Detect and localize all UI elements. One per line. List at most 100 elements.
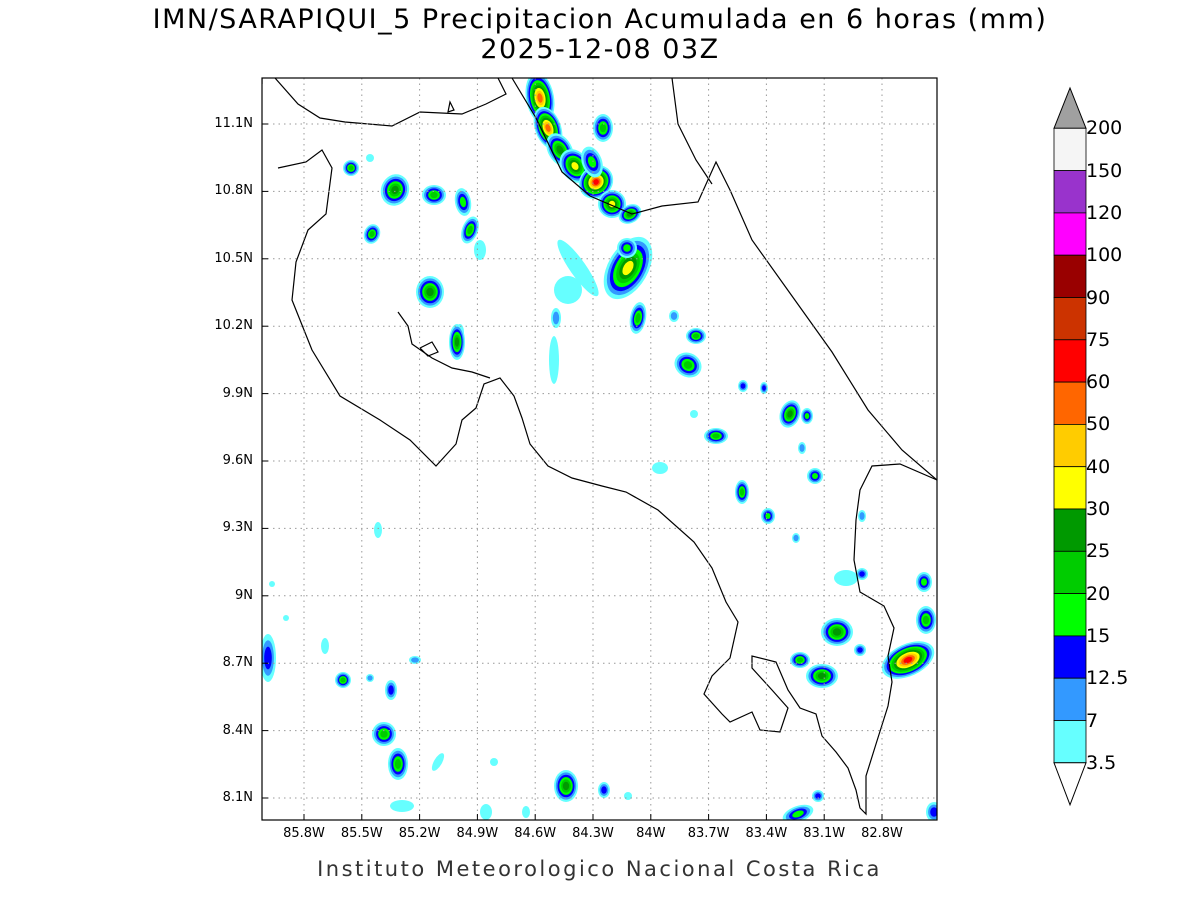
lat-tick-label: 9.6N — [222, 453, 253, 468]
precip-contour — [792, 810, 804, 818]
precip-contour — [562, 781, 570, 791]
legend-value-label: 20 — [1086, 582, 1111, 605]
lon-tick-label: 83.4W — [745, 826, 788, 841]
precip-contour — [804, 413, 810, 419]
precip-contour — [430, 191, 438, 199]
coastline-layer — [262, 78, 937, 816]
precip-contour — [537, 93, 543, 103]
legend-value-label: 100 — [1086, 244, 1123, 267]
map-grid — [262, 78, 937, 820]
precip-contour — [930, 807, 937, 817]
axis-ticks — [262, 123, 883, 820]
legend-swatch — [1053, 127, 1087, 171]
precip-cell-light — [557, 239, 599, 297]
lake-island — [447, 100, 455, 113]
precip-contour — [635, 313, 641, 323]
precip-cell-light — [522, 806, 530, 818]
precip-contour — [859, 571, 865, 577]
lat-tick-label: 8.1N — [222, 790, 253, 805]
precip-cell-light — [490, 758, 498, 766]
legend-swatch — [1053, 466, 1087, 510]
legend-swatch — [1053, 635, 1087, 679]
legend-swatch — [1053, 593, 1087, 637]
precip-contour — [545, 124, 551, 132]
precip-contour — [411, 657, 419, 663]
precip-contour — [903, 656, 913, 664]
lat-tick-label: 10.5N — [214, 250, 253, 266]
precip-cell-light — [554, 276, 582, 304]
precip-cell-light — [390, 800, 414, 812]
precip-contour — [467, 225, 473, 235]
legend-swatch — [1053, 297, 1087, 341]
precip-contour — [391, 185, 399, 195]
precip-contour — [832, 628, 842, 636]
lat-tick-label: 10.8N — [214, 183, 253, 199]
precip-cell-light — [374, 522, 382, 538]
lat-tick-label: 9.9N — [222, 385, 253, 401]
lat-tick-label: 10.2N — [214, 318, 253, 334]
legend-value-label: 75 — [1086, 328, 1111, 351]
legend-value-label: 60 — [1086, 371, 1111, 394]
precip-cell-light — [624, 792, 632, 800]
precip-cell-light — [690, 410, 698, 418]
legend-under-arrow — [1053, 762, 1087, 807]
precip-contour — [426, 287, 434, 297]
precip-contour — [593, 179, 599, 185]
lon-tick-label: 85.5W — [340, 826, 383, 841]
precip-contour — [799, 444, 805, 452]
map-frame — [261, 77, 938, 821]
precip-contour — [683, 361, 693, 369]
legend-value-label: 25 — [1086, 540, 1111, 563]
lon-tick-label: 84.9W — [456, 826, 499, 841]
precip-contour — [388, 685, 394, 695]
precip-contour — [587, 156, 597, 168]
lat-tick-label: 8.7N — [222, 655, 253, 671]
precip-contour — [348, 165, 354, 171]
legend-value-label: 90 — [1086, 286, 1111, 309]
precip-cell-light — [652, 462, 668, 474]
legend-value-label: 40 — [1086, 455, 1111, 478]
nicaragua-caribbean-coast — [671, 78, 713, 185]
legend-value-label: 7 — [1086, 709, 1099, 732]
precip-contour — [571, 162, 579, 170]
legend-value-label: 120 — [1086, 201, 1123, 224]
legend-over-arrow — [1053, 86, 1087, 129]
precipitation-layer — [262, 78, 937, 820]
lon-tick-label: 84W — [636, 826, 666, 841]
precip-contour — [394, 759, 402, 769]
precip-contour — [601, 786, 607, 794]
map-subtitle-date: 2025-12-08 03Z — [480, 34, 720, 65]
legend-swatch — [1053, 550, 1087, 594]
precip-cell-light — [834, 570, 858, 586]
precip-contour — [321, 638, 329, 654]
lat-tick-label: 9.3N — [222, 520, 253, 536]
precip-contour — [857, 647, 863, 653]
lat-tick-label: 11.1N — [214, 116, 253, 131]
precip-contour — [815, 793, 821, 799]
precip-contour — [670, 312, 678, 320]
lon-tick-label: 83.1W — [803, 826, 846, 841]
precip-contour — [264, 646, 272, 670]
precip-contour — [556, 145, 564, 155]
precip-contour — [623, 244, 631, 252]
precip-contour — [552, 311, 560, 325]
lon-tick-label: 85.2W — [398, 826, 441, 841]
lon-tick-label: 83.7W — [687, 826, 730, 841]
precip-contour — [369, 230, 375, 238]
precip-contour — [740, 383, 746, 389]
pacific-coast-guanacaste — [262, 78, 937, 816]
lat-tick-label: 8.4N — [222, 722, 253, 738]
precip-contour — [921, 578, 927, 586]
precip-contour — [692, 333, 700, 339]
legend-value-label: 15 — [1086, 624, 1111, 647]
legend-value-label: 200 — [1086, 117, 1123, 140]
precip-contour — [599, 123, 607, 133]
lon-tick-label: 82.8W — [861, 826, 903, 841]
legend-swatch — [1053, 212, 1087, 256]
precip-contour — [454, 337, 460, 347]
precip-cell-light — [366, 154, 374, 162]
precip-cell-light — [283, 615, 289, 621]
precip-contour — [817, 672, 827, 680]
precip-contour — [340, 677, 346, 683]
precip-contour — [739, 488, 745, 496]
